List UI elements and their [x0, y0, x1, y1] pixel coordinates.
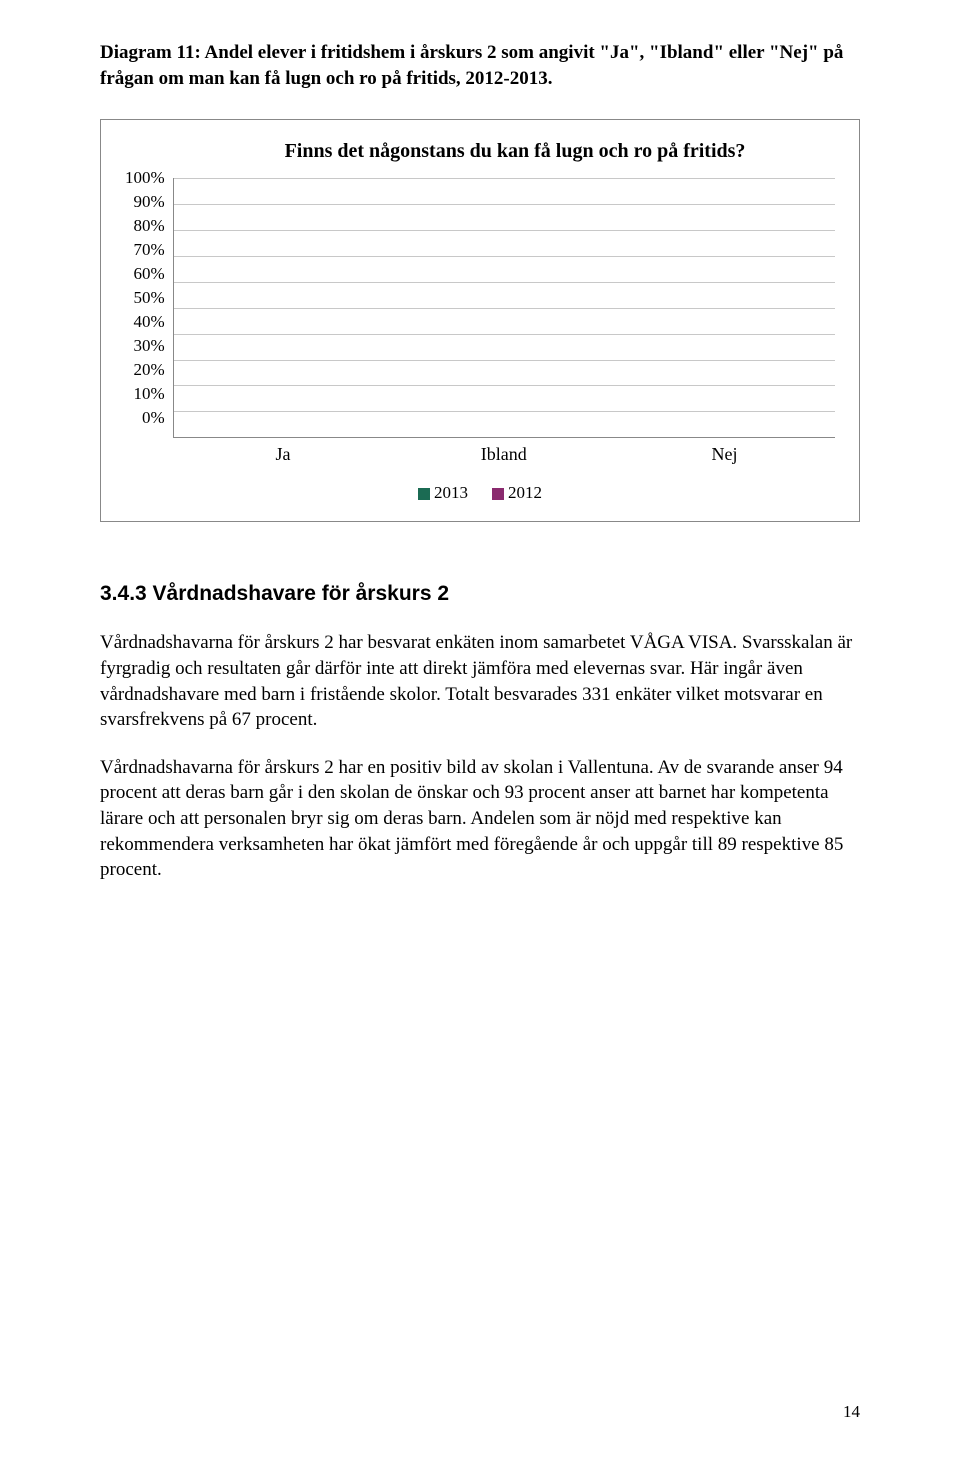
legend-label: 2013	[434, 483, 468, 502]
y-tick: 80%	[125, 216, 165, 236]
paragraph-2: Vårdnadshavarna för årskurs 2 har en pos…	[100, 755, 860, 883]
gridline	[174, 334, 835, 335]
x-tick: Ja	[173, 444, 394, 465]
y-tick: 30%	[125, 336, 165, 356]
section-heading: 3.4.3 Vårdnadshavare för årskurs 2	[100, 582, 860, 606]
plot-area	[173, 178, 835, 438]
y-axis: 100% 90% 80% 70% 60% 50% 40% 30% 20% 10% 0%	[125, 168, 173, 428]
gridline	[174, 178, 835, 179]
chart-body: 100%90%80%70%60%50%40%30%20%10%0% JaIbla…	[125, 178, 835, 465]
legend-swatch	[418, 488, 430, 500]
gridline	[174, 230, 835, 231]
y-tick: 10%	[125, 384, 165, 404]
y-tick: 0%	[125, 408, 165, 428]
legend-swatch	[492, 488, 504, 500]
gridline	[174, 360, 835, 361]
paragraph-1: Vårdnadshavarna för årskurs 2 har besvar…	[100, 630, 860, 733]
x-axis: JaIblandNej	[173, 444, 835, 465]
legend-item: 2012	[492, 483, 542, 503]
y-tick: 50%	[125, 288, 165, 308]
gridline	[174, 385, 835, 386]
gridline	[174, 256, 835, 257]
diagram-title: Diagram 11: Andel elever i fritidshem i …	[100, 40, 860, 91]
y-tick: 60%	[125, 264, 165, 284]
gridline	[174, 282, 835, 283]
x-tick: Nej	[614, 444, 835, 465]
chart-title: Finns det någonstans du kan få lugn och …	[195, 138, 835, 164]
legend: 2013 2012	[125, 483, 835, 503]
legend-item: 2013	[418, 483, 468, 503]
x-tick: Ibland	[393, 444, 614, 465]
gridline	[174, 308, 835, 309]
chart-container: Finns det någonstans du kan få lugn och …	[100, 119, 860, 522]
page-number: 14	[843, 1402, 860, 1422]
gridline	[174, 204, 835, 205]
gridline	[174, 411, 835, 412]
y-tick: 90%	[125, 192, 165, 212]
y-tick: 70%	[125, 240, 165, 260]
y-tick: 100%	[125, 168, 165, 188]
plot-wrap: JaIblandNej	[173, 178, 835, 465]
y-tick: 40%	[125, 312, 165, 332]
y-tick: 20%	[125, 360, 165, 380]
legend-label: 2012	[508, 483, 542, 502]
